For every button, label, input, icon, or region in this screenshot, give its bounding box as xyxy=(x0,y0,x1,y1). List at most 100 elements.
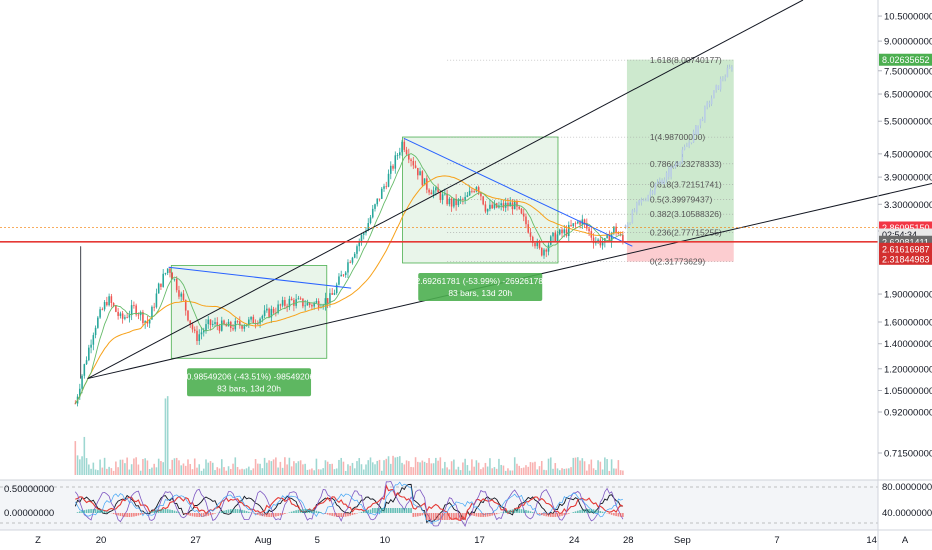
volume-bar xyxy=(455,469,457,475)
candle-body xyxy=(288,298,291,308)
histogram-bar xyxy=(101,510,104,513)
projection-candle xyxy=(690,142,693,144)
histogram-bar xyxy=(581,509,584,513)
histogram-bar xyxy=(124,513,126,517)
histogram-bar xyxy=(435,513,437,520)
volume-bar xyxy=(133,458,135,475)
candle-body xyxy=(338,276,340,285)
candle-body xyxy=(358,241,361,247)
volume-bar xyxy=(565,468,568,475)
candle-body xyxy=(180,293,183,297)
histogram-bar xyxy=(295,510,297,513)
histogram-bar xyxy=(193,513,196,517)
price-tick-label: 1.40000000 xyxy=(884,339,932,350)
volume-bar xyxy=(428,458,430,475)
volume-bar xyxy=(606,459,608,475)
projection-candle xyxy=(668,169,670,177)
volume-bar xyxy=(99,459,101,475)
fib-level-label: 0(2.31773629) xyxy=(650,257,705,267)
histogram-bar xyxy=(88,509,90,513)
candle-body xyxy=(453,198,455,207)
candle-body xyxy=(250,316,252,320)
time-tick-label: Sep xyxy=(674,535,691,546)
histogram-bar xyxy=(236,509,239,513)
price-axis[interactable]: 10.50000000 9.00000000 7.50000000 6.5000000… xyxy=(877,0,932,550)
histogram-bar xyxy=(157,509,160,513)
candle-body xyxy=(480,192,482,197)
candle-body xyxy=(437,187,439,193)
candle-body xyxy=(259,318,261,324)
candle-body xyxy=(252,316,255,324)
volume-bar xyxy=(317,469,320,475)
volume-bar xyxy=(423,461,426,475)
histogram-bar xyxy=(410,508,412,513)
volume-bar xyxy=(193,458,196,475)
candle-body xyxy=(592,237,595,244)
descending-trendline-2[interactable] xyxy=(403,137,633,247)
volume-bar xyxy=(139,470,142,475)
time-axis[interactable]: Z 20 27 Aug 5 10 17 24 28 Sep 7 14 A xyxy=(0,529,932,546)
price-tag-label: 2.31844983 xyxy=(882,254,930,264)
histogram-bar xyxy=(184,513,187,515)
projection-candle xyxy=(645,200,647,202)
candle-body xyxy=(622,234,624,242)
volume-bar xyxy=(198,464,201,475)
volume-bar xyxy=(205,459,207,475)
projection-candle xyxy=(681,154,684,162)
descending-trendline-1[interactable] xyxy=(168,266,352,289)
time-tick-label: 5 xyxy=(315,535,320,546)
volume-bar xyxy=(509,470,511,475)
candle-body xyxy=(468,190,471,196)
volume-bar xyxy=(399,456,401,475)
histogram-bar xyxy=(196,513,198,517)
candle-body xyxy=(101,309,104,311)
histogram-bar xyxy=(257,513,259,515)
price-tick-label: 0.92000000 xyxy=(884,408,932,419)
candle-body xyxy=(148,319,151,324)
volume-bar xyxy=(277,467,279,475)
trendline-upper[interactable] xyxy=(87,0,804,380)
volume-bar xyxy=(439,457,442,475)
candle-body xyxy=(525,216,527,225)
histogram-bar xyxy=(405,508,408,513)
volume-bar xyxy=(108,466,110,475)
volume-bar xyxy=(281,467,284,475)
volume-bar xyxy=(374,464,376,475)
volume-bar xyxy=(446,467,448,475)
volume-bar xyxy=(182,463,185,475)
histogram-bar xyxy=(430,513,433,520)
volume-bar xyxy=(613,468,615,475)
projection-candle xyxy=(631,210,634,223)
oscillator-line-blue xyxy=(74,481,624,525)
projection-candle xyxy=(695,125,697,135)
volume-bar xyxy=(322,468,324,475)
candle-body xyxy=(139,311,142,316)
candle-body xyxy=(471,190,473,192)
candle-body xyxy=(371,208,374,218)
volume-bar xyxy=(288,457,291,475)
volume-bar xyxy=(196,467,198,475)
time-tick-label: A xyxy=(902,535,909,546)
histogram-bar xyxy=(243,510,246,513)
histogram-bar xyxy=(536,513,539,514)
histogram-bar xyxy=(520,509,523,513)
candle-body xyxy=(286,305,288,308)
candle-body xyxy=(270,308,273,318)
volume-bar xyxy=(549,457,552,475)
histogram-bar xyxy=(148,511,151,513)
measurement-label-box xyxy=(187,368,312,397)
projection-candle xyxy=(722,78,724,80)
volume-bar xyxy=(504,470,507,475)
projection-candle xyxy=(633,210,636,212)
candle-body xyxy=(200,332,203,335)
candle-body xyxy=(412,161,415,166)
candle-body xyxy=(543,249,545,256)
histogram-bar xyxy=(426,513,428,520)
volume-bar xyxy=(270,461,273,475)
histogram-bar xyxy=(266,513,268,517)
volume-bar xyxy=(351,462,354,475)
histogram-bar xyxy=(414,513,417,517)
volume-bar xyxy=(502,465,505,475)
candle-body xyxy=(380,188,383,199)
